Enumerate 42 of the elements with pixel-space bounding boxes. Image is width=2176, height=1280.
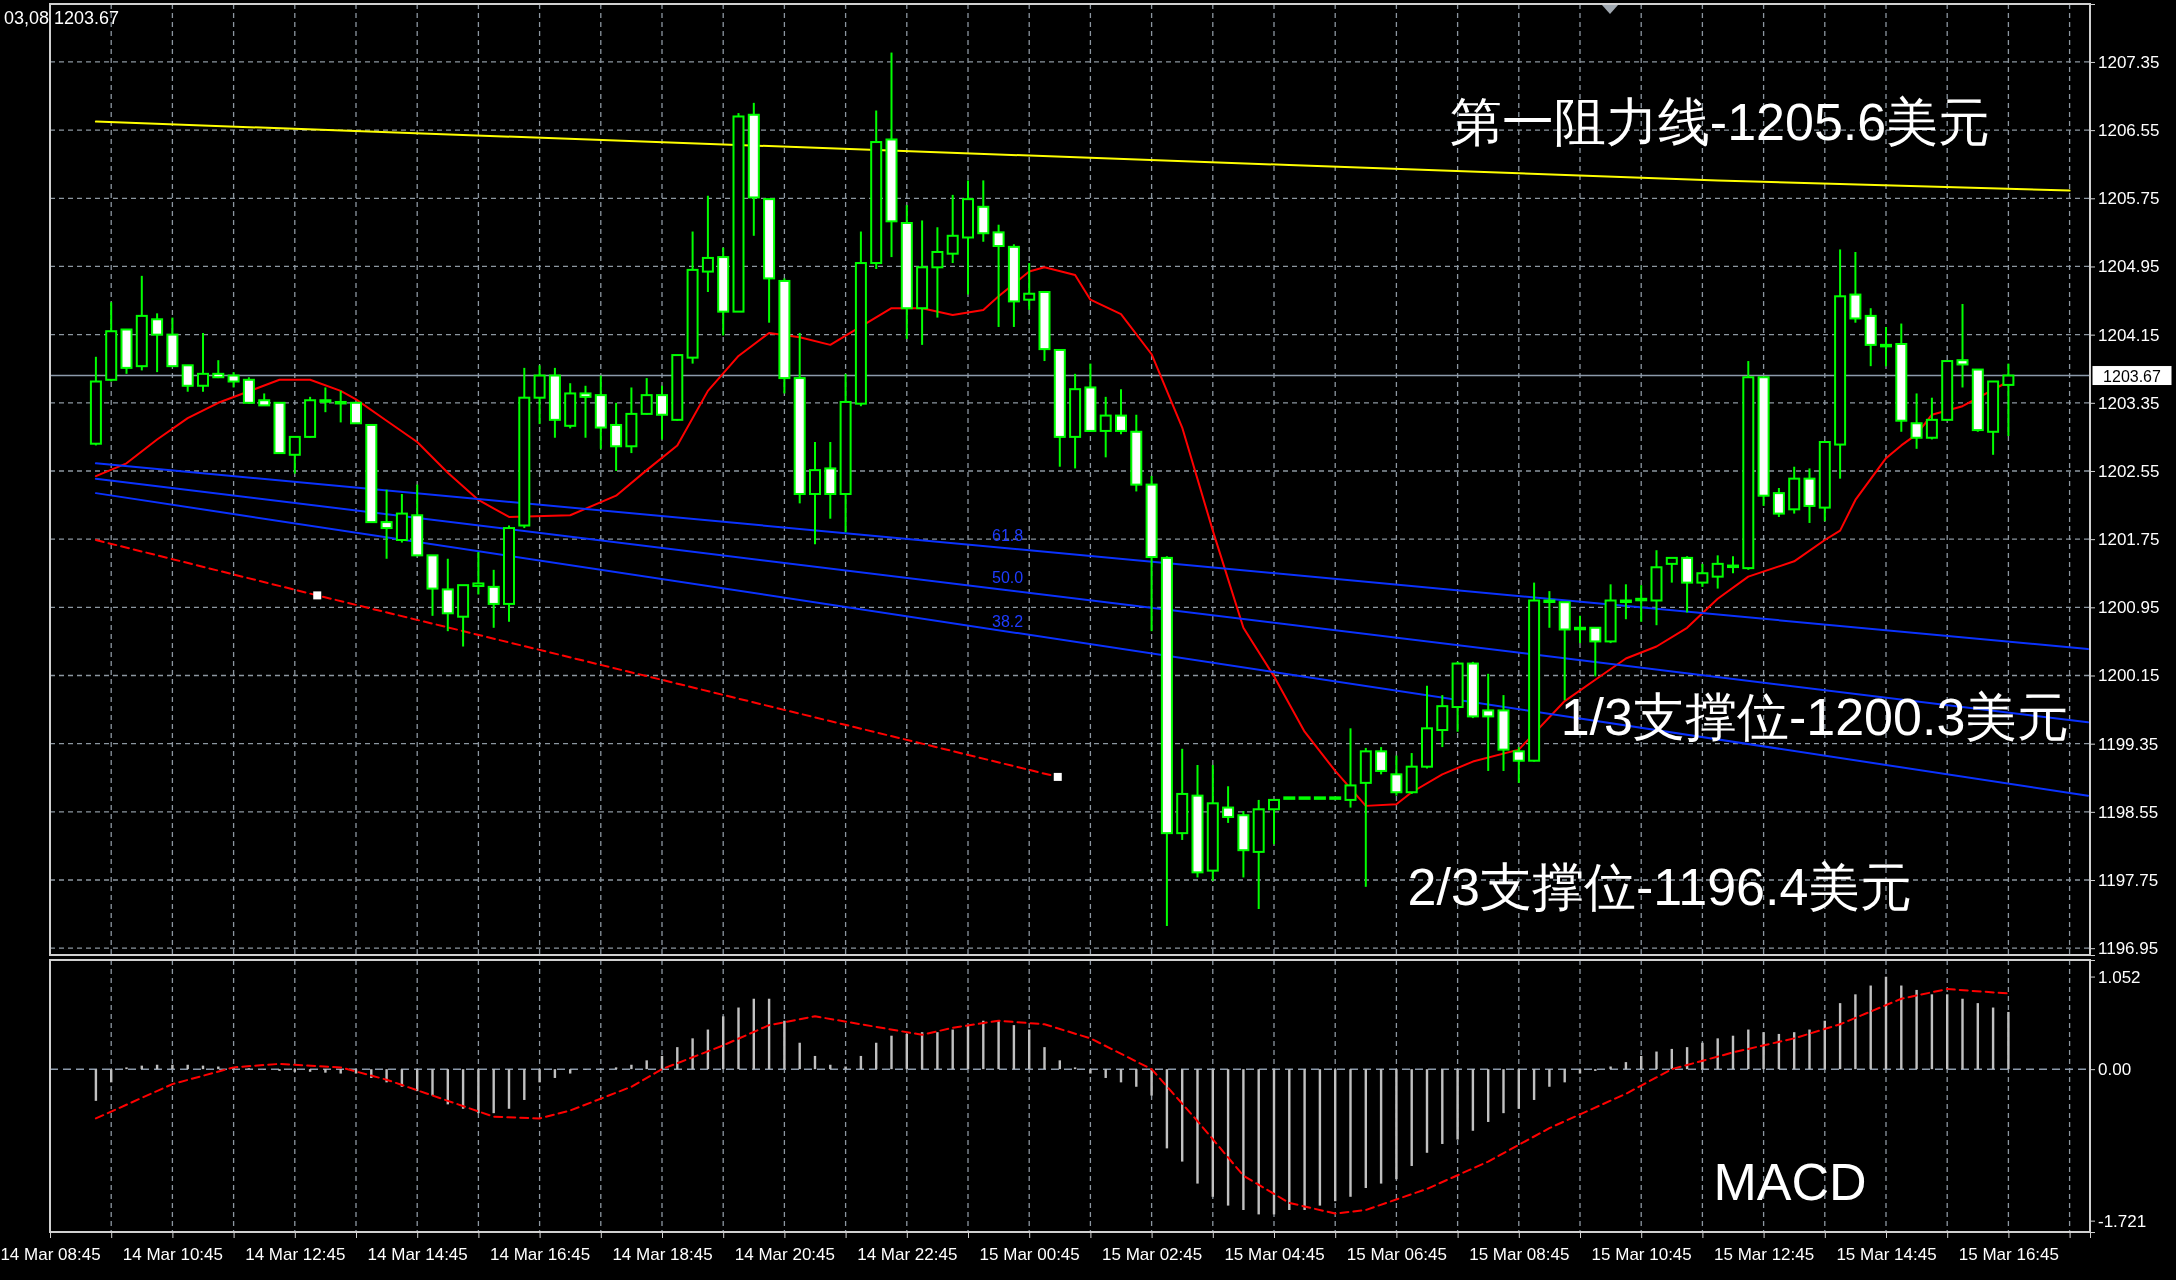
- y-tick-label: 1204.15: [2098, 325, 2160, 345]
- y-tick-label: 1207.35: [2098, 52, 2160, 72]
- x-tick-label: 14 Mar 14:45: [367, 1244, 468, 1264]
- x-tick-label: 15 Mar 08:45: [1469, 1244, 1570, 1264]
- annotation: 03,08 1203.67: [4, 8, 120, 28]
- x-tick-label: 15 Mar 04:45: [1224, 1244, 1325, 1264]
- y-tick-label: 1196.95: [2098, 939, 2159, 959]
- x-tick-label: 15 Mar 16:45: [1958, 1244, 2059, 1264]
- y-tick-label: 1201.75: [2098, 530, 2160, 550]
- x-tick-label: 14 Mar 08:45: [0, 1244, 101, 1264]
- x-tick-label: 15 Mar 06:45: [1346, 1244, 1447, 1264]
- y-tick-label: 1199.35: [2098, 734, 2159, 754]
- ref-line-label: 1203.67: [2103, 367, 2162, 385]
- x-tick-label: 14 Mar 16:45: [490, 1244, 591, 1264]
- annotation: MACD: [1713, 1153, 1867, 1211]
- annotation: 61.8: [992, 527, 1024, 544]
- y-tick-label: 1202.55: [2098, 461, 2160, 481]
- annotation: 第一阻力线-1205.6美元: [1449, 93, 1991, 151]
- x-tick-label: 15 Mar 12:45: [1714, 1244, 1815, 1264]
- y-tick-label: 0.00: [2098, 1060, 2132, 1080]
- x-tick-label: 15 Mar 00:45: [979, 1244, 1080, 1264]
- x-tick-label: 15 Mar 02:45: [1102, 1244, 1203, 1264]
- y-tick-label: 1206.55: [2098, 121, 2160, 141]
- y-tick-label: 1203.35: [2098, 393, 2160, 413]
- x-tick-label: 14 Mar 18:45: [612, 1244, 713, 1264]
- x-tick-label: 15 Mar 14:45: [1836, 1244, 1937, 1264]
- y-tick-label: 1200.15: [2098, 666, 2160, 686]
- y-tick-label: 1197.75: [2098, 870, 2159, 890]
- y-tick-label: 1200.95: [2098, 598, 2160, 618]
- x-tick-label: 14 Mar 20:45: [734, 1244, 835, 1264]
- x-tick-label: 15 Mar 10:45: [1591, 1244, 1692, 1264]
- x-tick-label: 14 Mar 10:45: [122, 1244, 223, 1264]
- x-tick-label: 14 Mar 12:45: [245, 1244, 346, 1264]
- y-tick-label: 1.052: [2098, 967, 2141, 987]
- annotation: 38.2: [992, 613, 1024, 630]
- annotation: 50.0: [992, 569, 1024, 586]
- y-tick-label: 1204.95: [2098, 257, 2160, 277]
- y-tick-label: -1.721: [2098, 1211, 2147, 1231]
- x-tick-label: 14 Mar 22:45: [857, 1244, 958, 1264]
- y-tick-label: 1205.75: [2098, 189, 2160, 209]
- y-tick-label: 1198.55: [2098, 802, 2159, 822]
- annotation: 2/3支撑位-1196.4美元: [1407, 858, 1913, 916]
